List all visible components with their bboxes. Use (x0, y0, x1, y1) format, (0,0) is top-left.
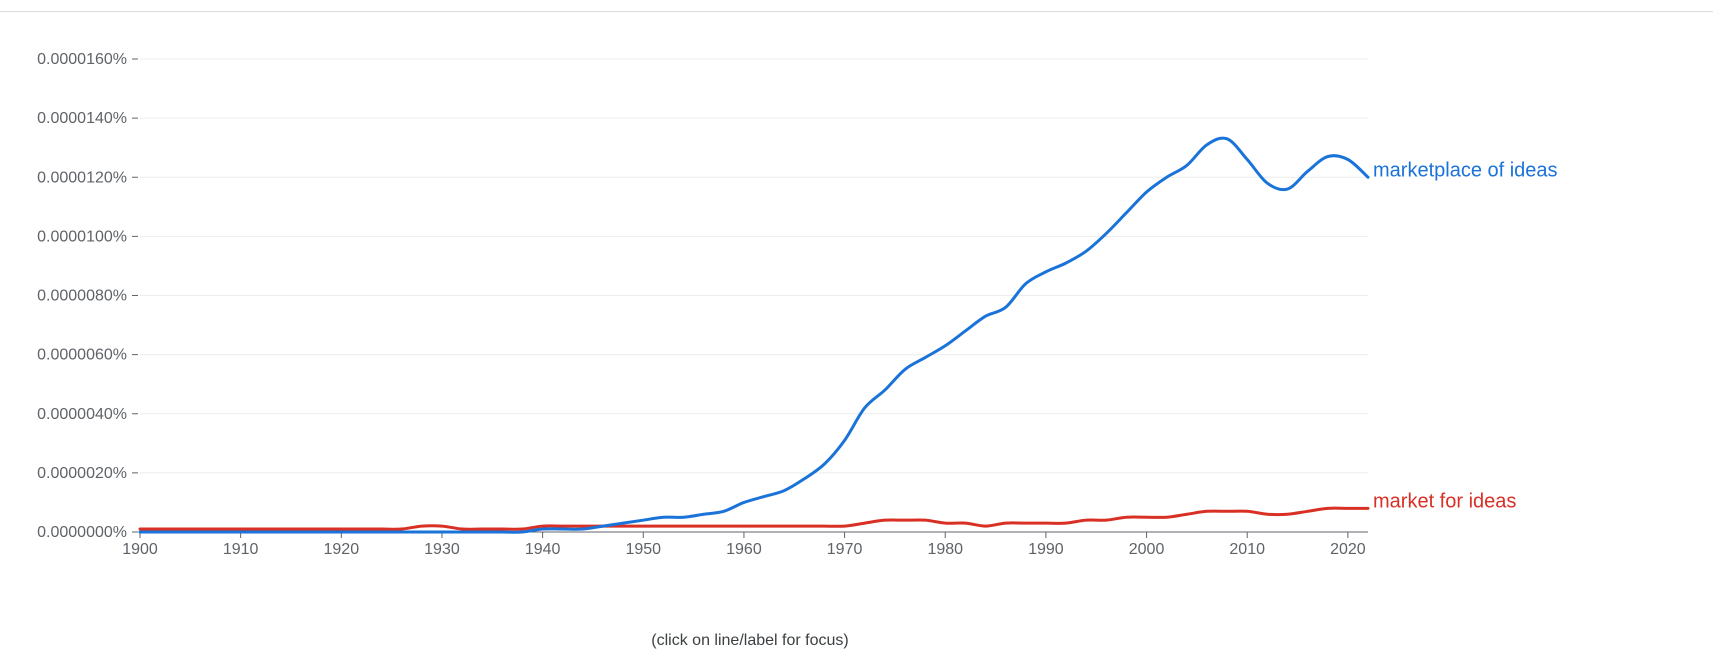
x-tick-label: 2000 (1129, 541, 1165, 558)
x-tick-label: 1900 (122, 541, 158, 558)
focus-hint: (click on line/label for focus) (651, 632, 849, 649)
y-tick-label: 0.0000060% (37, 347, 127, 364)
y-axis: 0.0000000% 0.0000020% 0.0000040% 0.0000060%… (37, 51, 138, 541)
top-divider (0, 11, 1713, 12)
series-line-marketplace-of-ideas[interactable] (138, 136, 1370, 534)
x-tick-label: 1970 (827, 541, 863, 558)
series-label-marketplace-of-ideas[interactable]: marketplace of ideas (1373, 159, 1558, 181)
grid-lines (140, 58, 1368, 474)
x-tick-label: 1980 (927, 541, 963, 558)
x-tick-label: 1950 (625, 541, 661, 558)
x-tick-label: 2010 (1229, 541, 1265, 558)
x-tick-label: 1930 (424, 541, 460, 558)
ngram-line-chart: 0.0000000% 0.0000020% 0.0000040% 0.0000060%… (37, 51, 1558, 558)
series-lines[interactable] (138, 136, 1370, 534)
y-tick-label: 0.0000000% (37, 524, 127, 541)
y-tick-label: 0.0000040% (37, 406, 127, 423)
series-labels[interactable]: market for ideas marketplace of ideas (1373, 159, 1558, 512)
y-tick-label: 0.0000080% (37, 288, 127, 305)
x-tick-label: 1990 (1028, 541, 1064, 558)
x-axis: 1900 1910 1920 1930 1940 1950 1960 1970 1980 1990… (122, 531, 1368, 558)
y-tick-label: 0.0000160% (37, 51, 127, 68)
y-tick-label: 0.0000100% (37, 228, 127, 245)
x-tick-label: 1940 (525, 541, 561, 558)
x-tick-label: 1910 (223, 541, 259, 558)
x-tick-label: 2020 (1330, 541, 1366, 558)
series-label-market-for-ideas[interactable]: market for ideas (1373, 490, 1516, 512)
series-line-market-for-ideas[interactable] (138, 506, 1370, 531)
y-tick-label: 0.0000120% (37, 169, 127, 186)
y-tick-label: 0.0000140% (37, 110, 127, 127)
y-tick-label: 0.0000020% (37, 465, 127, 482)
x-tick-label: 1920 (324, 541, 360, 558)
x-tick-label: 1960 (726, 541, 762, 558)
